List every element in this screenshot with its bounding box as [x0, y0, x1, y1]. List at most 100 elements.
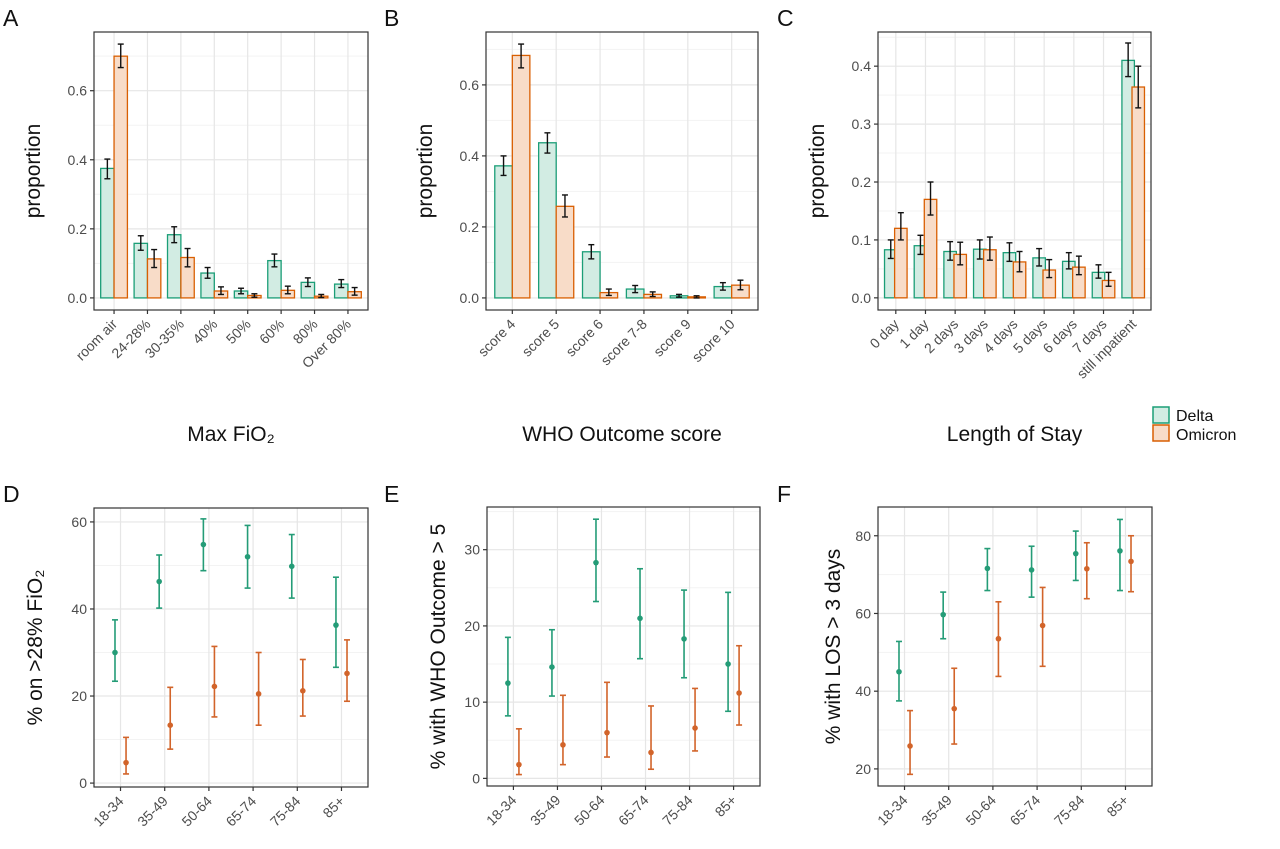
series-delta [111, 518, 339, 683]
series-delta [494, 132, 733, 299]
series-omicron [113, 43, 362, 299]
plot-border [877, 506, 1153, 787]
y-tick-label: 0 [472, 770, 480, 786]
panel-d: 0 20 40 60 18-34 35-49 50-64 65-74 75-84 85+ % on … [3, 481, 369, 830]
bar [555, 205, 575, 299]
y-axis-label: % with WHO Outcome > 5 [427, 524, 450, 770]
x-tick-label: 65-74 [223, 793, 260, 830]
y-tick-label: 40 [71, 601, 87, 617]
y-axis-label: proportion [806, 124, 829, 219]
y-tick-label: 10 [464, 694, 480, 710]
data-point [156, 578, 162, 585]
x-tick-label: 0 day [866, 316, 902, 352]
panel-letter: D [3, 481, 20, 507]
y-tick-label: 0.0 [68, 290, 88, 306]
data-point [344, 670, 350, 677]
x-tick-label: score 4 [475, 316, 519, 360]
x-tick-label: score 9 [650, 316, 694, 360]
data-point [907, 743, 913, 749]
x-tick-label: 60% [256, 316, 287, 347]
y-tick-label: 40 [855, 683, 871, 699]
series-omicron [893, 65, 1146, 299]
data-point [1072, 550, 1079, 557]
data-point [300, 688, 306, 694]
x-tick-label: score 10 [689, 316, 738, 365]
x-tick-label: 85+ [319, 793, 347, 821]
data-point [1117, 548, 1123, 554]
y-tick-label: 20 [464, 618, 480, 634]
data-point [648, 749, 654, 756]
data-point [692, 725, 698, 731]
x-tick-label: 50-64 [178, 793, 215, 830]
data-point [1128, 558, 1134, 565]
plot-border [485, 31, 759, 311]
data-point [995, 635, 1002, 642]
x-tick-label: 40% [189, 316, 220, 347]
y-tick-label: 0.4 [852, 58, 872, 74]
series-omicron [511, 43, 750, 299]
y-tick-label: 0.6 [460, 77, 480, 93]
legend-label-omicron: Omicron [1176, 427, 1236, 444]
data-point [896, 668, 902, 675]
data-point [200, 541, 207, 548]
bar [511, 54, 531, 299]
plot-background [487, 507, 760, 786]
data-point [681, 636, 687, 642]
bar [133, 242, 149, 299]
data-point [604, 729, 610, 736]
data-point [1039, 622, 1046, 629]
data-point [244, 553, 251, 560]
series-omicron [907, 534, 1135, 776]
series-delta [100, 158, 349, 299]
data-point [984, 565, 991, 572]
data-point [736, 690, 742, 696]
y-tick-label: 0.0 [852, 290, 872, 306]
x-tick-label: score 7-8 [597, 316, 650, 369]
x-tick-label: 35-49 [527, 792, 564, 829]
plot-background [94, 508, 368, 787]
y-tick-label: 0 [79, 775, 87, 791]
x-tick-label: 75-84 [1051, 792, 1088, 829]
y-tick-label: 0.0 [460, 290, 480, 306]
plot-background [878, 507, 1152, 786]
x-axis-label: WHO Outcome score [522, 423, 722, 446]
bar [100, 167, 115, 299]
y-tick-label: 60 [71, 514, 87, 530]
x-axis-label: Max FiO₂ [187, 423, 275, 446]
data-point [167, 722, 174, 728]
panel-letter: F [777, 481, 791, 507]
y-axis-label: proportion [414, 124, 437, 219]
x-tick-label: 50% [223, 316, 254, 347]
y-axis-label: % with LOS > 3 days [822, 549, 845, 745]
legend-key-omicron [1152, 424, 1170, 442]
y-tick-label: 0.4 [460, 148, 480, 164]
data-point [112, 649, 118, 656]
y-tick-label: 60 [855, 605, 871, 621]
data-point [1028, 567, 1035, 573]
y-tick-label: 0.2 [460, 219, 480, 235]
y-axis-label: % on >28% FiO₂ [24, 570, 47, 726]
plot-border [486, 506, 761, 787]
y-tick-label: 30 [464, 542, 480, 558]
panel-letter: E [384, 481, 399, 507]
series-omicron [123, 639, 351, 775]
data-point [940, 611, 946, 618]
x-tick-label: score 5 [519, 316, 563, 360]
y-tick-label: 0.2 [68, 221, 88, 237]
data-point [549, 664, 555, 670]
panel-letter: B [384, 5, 399, 31]
x-tick-label: 75-84 [659, 792, 696, 829]
data-point [951, 705, 958, 712]
bar [1131, 86, 1146, 299]
series-delta [895, 518, 1123, 702]
y-tick-label: 0.3 [852, 116, 872, 132]
y-tick-label: 80 [855, 528, 871, 544]
bar [537, 142, 557, 299]
bar [113, 55, 129, 299]
x-tick-label: 75-84 [267, 793, 304, 830]
panel-letter: C [777, 5, 794, 31]
data-point [505, 680, 511, 686]
y-tick-label: 0.2 [852, 174, 872, 190]
